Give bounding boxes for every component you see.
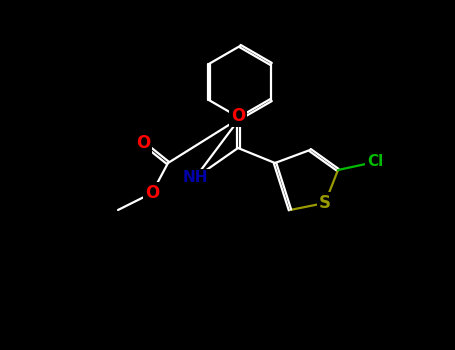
Text: S: S <box>319 194 331 212</box>
Text: Cl: Cl <box>367 154 383 169</box>
Text: O: O <box>145 184 159 202</box>
Text: NH: NH <box>182 170 208 186</box>
Text: O: O <box>231 107 245 125</box>
Text: O: O <box>136 134 150 152</box>
